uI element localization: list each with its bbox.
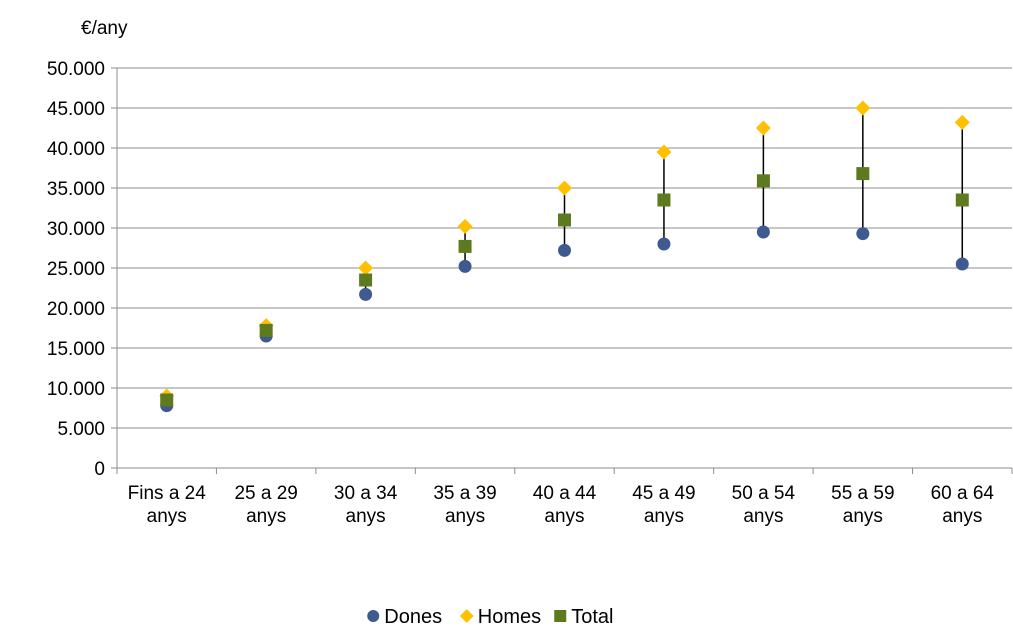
point-homes	[557, 180, 572, 196]
legend-label: Homes	[478, 606, 541, 628]
point-dones	[558, 243, 571, 257]
point-total	[955, 193, 969, 207]
axes	[111, 67, 1013, 474]
y-tick-label: 25.000	[47, 259, 105, 280]
legend-item-dones: Dones	[367, 606, 442, 628]
x-tick-label: 35 a 39	[433, 483, 496, 504]
point-total	[359, 273, 373, 287]
legend-marker-homes	[459, 609, 474, 623]
point-homes	[755, 120, 771, 136]
x-tick-label: anys	[147, 506, 187, 527]
x-tick-label: anys	[445, 506, 485, 527]
x-tick-label: 45 a 49	[632, 483, 695, 504]
y-tick-label: 5.000	[57, 419, 105, 440]
point-total	[458, 239, 472, 253]
x-tick-label: Fins a 24	[128, 483, 207, 504]
point-dones	[359, 287, 373, 301]
x-tick-label: 50 a 54	[732, 483, 796, 504]
point-total	[160, 393, 174, 407]
y-tick-label: 40.000	[47, 139, 105, 160]
point-homes	[457, 218, 473, 234]
point-dones	[756, 225, 770, 239]
point-total	[558, 213, 571, 227]
x-tick-label: anys	[942, 506, 982, 527]
point-homes	[855, 100, 871, 116]
legend-marker-total	[554, 610, 567, 622]
point-dones	[856, 227, 870, 241]
point-homes	[656, 144, 672, 160]
y-tick-label: 15.000	[47, 339, 105, 360]
point-dones	[955, 257, 969, 271]
x-tick-label: anys	[544, 506, 584, 527]
legend-marker-dones	[367, 610, 380, 622]
legend-item-total: Total	[554, 606, 614, 628]
y-tick-label: 50.000	[47, 59, 105, 80]
x-tick-label: anys	[246, 506, 286, 527]
point-dones	[458, 259, 472, 273]
y-tick-label: 35.000	[47, 179, 105, 200]
x-tick-label: 30 a 34	[334, 483, 398, 504]
x-tick-label: 55 a 59	[831, 483, 894, 504]
point-total	[657, 193, 671, 207]
y-tick-label: 30.000	[47, 219, 105, 240]
point-homes	[954, 114, 970, 130]
y-tick-label: 20.000	[47, 299, 105, 320]
x-tick-label: anys	[644, 506, 684, 527]
y-tick-label: 0	[94, 459, 105, 480]
legend-label: Total	[571, 606, 613, 628]
data-points	[159, 100, 970, 413]
point-total	[856, 167, 870, 181]
legend-label: Dones	[384, 606, 442, 628]
point-total	[259, 323, 273, 337]
legend: Dones Homes Total	[367, 606, 614, 628]
x-tick-label: anys	[843, 506, 883, 527]
x-tick-label: 25 a 29	[234, 483, 297, 504]
legend-item-homes: Homes	[459, 606, 541, 628]
point-total	[756, 174, 770, 188]
x-tick-label: anys	[743, 506, 783, 527]
y-tick-label: 10.000	[47, 379, 105, 400]
point-homes	[358, 260, 374, 276]
y-tick-label: 45.000	[47, 99, 105, 120]
y-tick-labels: 0 5.000 10.000 15.000 20.000 25.000 30.000 35.0…	[47, 59, 105, 480]
y-axis-label: €/any	[81, 18, 128, 39]
point-dones	[657, 237, 671, 251]
x-tick-label: 40 a 44	[533, 483, 597, 504]
x-tick-label: anys	[346, 506, 386, 527]
x-tick-label: 60 a 64	[931, 483, 995, 504]
